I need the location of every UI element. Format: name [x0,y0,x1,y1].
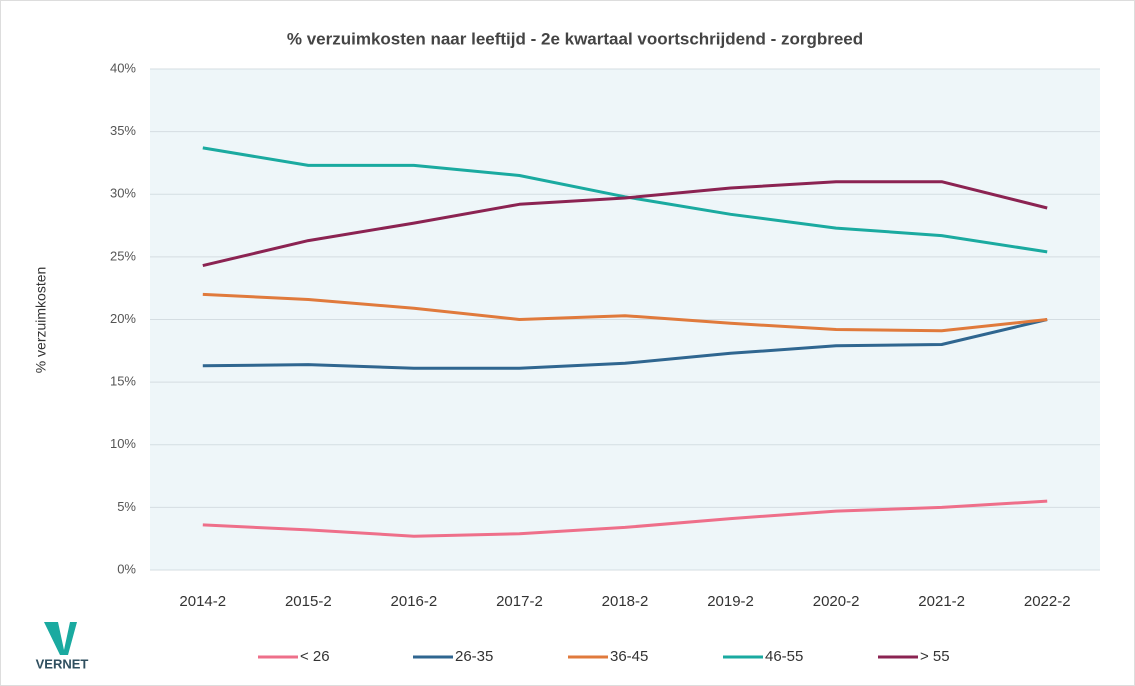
logo-icon [44,622,77,655]
logo-text: VERNET [36,656,89,671]
x-tick-label: 2022-2 [1024,593,1071,610]
x-tick-label: 2020-2 [813,593,860,610]
x-tick-label: 2021-2 [918,593,965,610]
y-tick-label: 0% [117,561,136,576]
logo: VERNET [36,622,89,671]
y-axis-label: % verzuimkosten [33,267,49,374]
y-tick-label: 5% [117,499,136,514]
x-tick-label: 2015-2 [285,593,332,610]
y-tick-label: 20% [110,311,136,326]
y-tick-label: 35% [110,123,136,138]
x-tick-label: 2016-2 [391,593,438,610]
y-tick-label: 30% [110,186,136,201]
y-tick-label: 10% [110,436,136,451]
y-tick-label: 15% [110,374,136,389]
legend-label: < 26 [300,648,330,665]
x-tick-label: 2019-2 [707,593,754,610]
chart-title: % verzuimkosten naar leeftijd - 2e kwart… [287,29,863,48]
x-tick-label: 2017-2 [496,593,543,610]
y-tick-label: 25% [110,248,136,263]
legend-label: 46-55 [765,648,803,665]
y-tick-label: 40% [110,60,136,75]
x-tick-label: 2014-2 [179,593,226,610]
series-line [202,292,1048,333]
series-line [202,318,1048,370]
legend-label: > 55 [920,648,950,665]
legend-label: 26-35 [455,648,493,665]
x-tick-label: 2018-2 [602,593,649,610]
series-line [202,499,1048,538]
series-line [202,180,1048,268]
legend-label: 36-45 [610,648,648,665]
